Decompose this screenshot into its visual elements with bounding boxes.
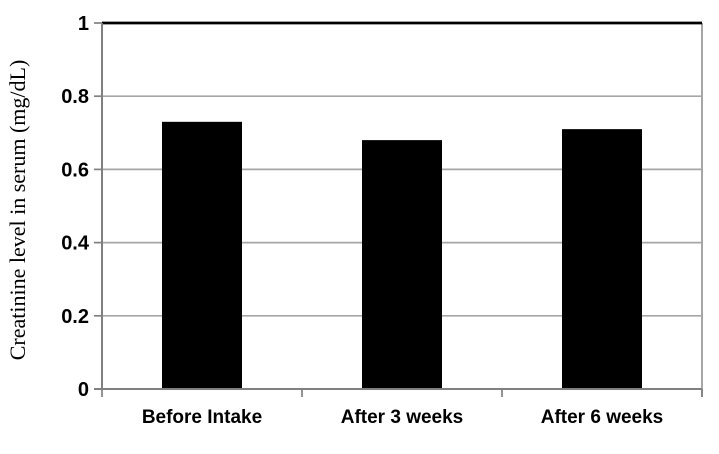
bar: [162, 121, 242, 389]
x-category-label: After 3 weeks: [341, 407, 464, 428]
y-tick-label: 1: [78, 13, 89, 35]
bar: [362, 140, 442, 389]
y-tick-label: 0.2: [61, 306, 89, 328]
bar: [562, 129, 642, 389]
y-tick-label: 0.4: [61, 233, 90, 255]
x-category-label: Before Intake: [142, 407, 262, 428]
y-tick-label: 0: [78, 379, 89, 401]
y-tick-label: 0.8: [61, 86, 89, 108]
x-category-label: After 6 weeks: [541, 407, 664, 428]
y-tick-label: 0.6: [61, 159, 89, 181]
